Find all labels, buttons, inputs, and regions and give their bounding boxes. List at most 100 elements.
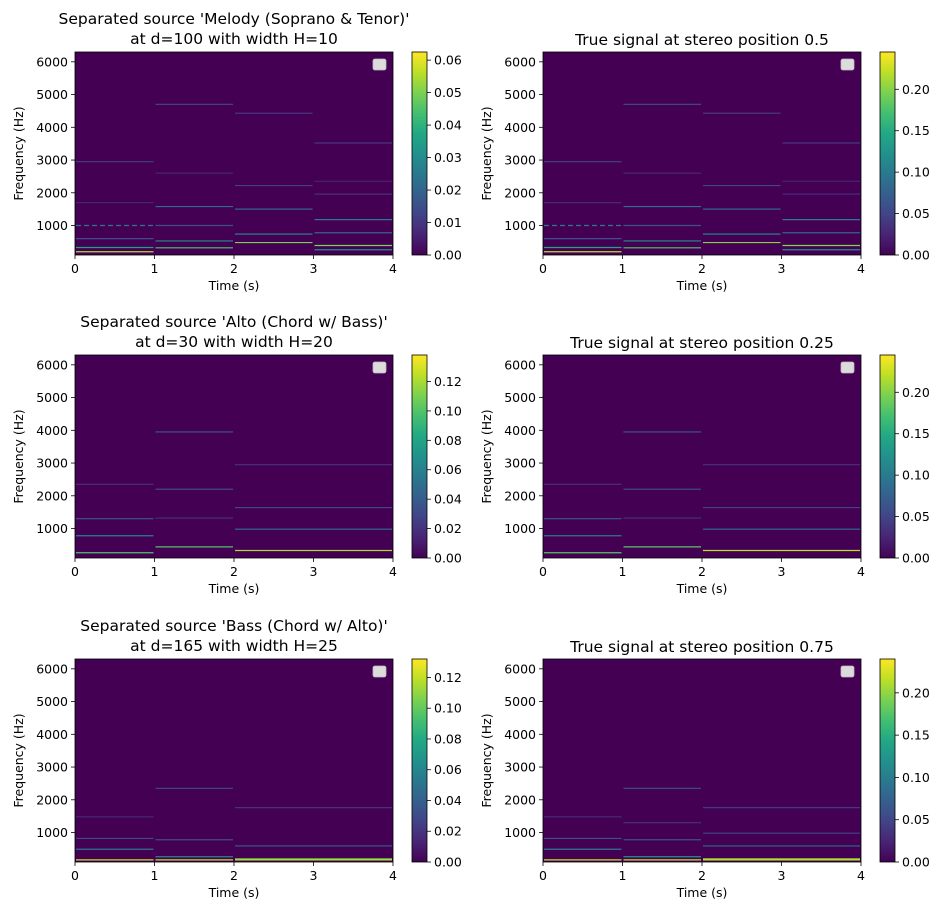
colorbar-tick-label: 0.08: [434, 433, 462, 448]
y-tick-label: 5000: [36, 694, 68, 709]
x-tick-label: 0: [539, 261, 547, 276]
subplot-3: 0 1 2 3 4 1000 2000 3000 4000 5000 6000 Time (s) Fre…: [11, 313, 462, 596]
y-tick-label: 4000: [36, 727, 68, 742]
colorbar: [880, 52, 895, 255]
y-tick-label: 3000: [36, 153, 68, 168]
y-axis-label: Frequency (Hz): [11, 106, 26, 200]
y-tick-label: 6000: [504, 54, 536, 69]
y-tick-label: 2000: [504, 792, 536, 807]
x-tick-label: 4: [857, 261, 865, 276]
y-axis-label: Frequency (Hz): [479, 713, 494, 807]
y-tick-label: 2000: [504, 488, 536, 503]
colorbar-tick-label: 0.10: [902, 770, 930, 785]
colorbar-tick-label: 0.06: [434, 762, 462, 777]
colorbar: [880, 659, 895, 862]
y-tick-label: 6000: [504, 661, 536, 676]
spectrogram-background: [543, 659, 861, 862]
x-tick-label: 0: [539, 868, 547, 883]
legend-box: [840, 58, 855, 71]
y-tick-label: 1000: [504, 218, 536, 233]
x-tick-label: 1: [151, 261, 159, 276]
y-tick-label: 1000: [36, 521, 68, 536]
y-tick-label: 5000: [36, 390, 68, 405]
x-tick-label: 3: [778, 868, 786, 883]
colorbar-tick-label: 0.08: [434, 731, 462, 746]
y-axis-label: Frequency (Hz): [479, 409, 494, 503]
colorbar-frame: [411, 354, 428, 559]
subplot-5: 0 1 2 3 4 1000 2000 3000 4000 5000 6000 Time (s) Fre…: [11, 617, 462, 900]
colorbar-tick-label: 0.05: [434, 85, 462, 100]
colorbar-tick-label: 0.10: [434, 701, 462, 716]
x-tick-label: 1: [619, 564, 627, 579]
colorbar-tick-label: 0.20: [902, 385, 930, 400]
y-tick-label: 3000: [504, 456, 536, 471]
x-tick-label: 1: [619, 868, 627, 883]
colorbar-tick-label: 0.10: [902, 165, 930, 180]
spectrogram-background: [75, 52, 393, 255]
y-tick-label: 2000: [36, 488, 68, 503]
colorbar-frame: [411, 51, 428, 256]
subplot-title: True signal at stereo position 0.75: [569, 638, 834, 656]
colorbar-tick-label: 0.05: [902, 206, 930, 221]
x-axis-label: Time (s): [208, 278, 260, 293]
legend-box: [840, 665, 855, 678]
x-tick-label: 2: [230, 868, 238, 883]
x-tick-label: 4: [857, 868, 865, 883]
colorbar-tick-label: 0.12: [434, 670, 462, 685]
x-axis-label: Time (s): [676, 278, 728, 293]
y-tick-label: 3000: [36, 456, 68, 471]
subplot-2: 0 1 2 3 4 1000 2000 3000 4000 5000 6000 Time (s) Fre…: [479, 31, 930, 293]
colorbar-tick-label: 0.04: [434, 793, 462, 808]
colorbar-tick-label: 0.03: [434, 150, 462, 165]
legend-box: [372, 361, 387, 374]
legend-box: [372, 58, 387, 71]
y-tick-label: 2000: [504, 185, 536, 200]
y-tick-label: 4000: [504, 727, 536, 742]
colorbar-tick-label: 0.00: [902, 855, 930, 870]
subplot-title: Separated source 'Alto (Chord w/ Bass)': [80, 313, 387, 331]
y-tick-label: 6000: [36, 54, 68, 69]
spectrogram-background: [543, 355, 861, 558]
subplot-4: 0 1 2 3 4 1000 2000 3000 4000 5000 6000 Time (s) Fre…: [479, 334, 930, 596]
colorbar-tick-label: 0.12: [434, 374, 462, 389]
colorbar-frame: [879, 658, 896, 863]
colorbar-tick-label: 0.02: [434, 521, 462, 536]
colorbar-tick-label: 0.20: [902, 82, 930, 97]
y-tick-label: 1000: [504, 521, 536, 536]
colorbar-tick-label: 0.01: [434, 215, 462, 230]
x-axis-label: Time (s): [676, 581, 728, 596]
subplot-title: True signal at stereo position 0.5: [574, 31, 829, 49]
y-tick-label: 4000: [504, 423, 536, 438]
y-tick-label: 2000: [36, 185, 68, 200]
y-tick-label: 5000: [504, 694, 536, 709]
colorbar-tick-label: 0.00: [434, 855, 462, 870]
x-tick-label: 0: [539, 564, 547, 579]
y-tick-label: 4000: [36, 423, 68, 438]
colorbar-tick-label: 0.02: [434, 824, 462, 839]
x-tick-label: 0: [71, 261, 79, 276]
y-axis-label: Frequency (Hz): [479, 106, 494, 200]
y-tick-label: 4000: [36, 120, 68, 135]
x-tick-label: 2: [698, 261, 706, 276]
x-tick-label: 1: [151, 868, 159, 883]
colorbar: [412, 659, 427, 862]
colorbar-tick-label: 0.04: [434, 492, 462, 507]
colorbar-tick-label: 0.10: [434, 403, 462, 418]
colorbar-frame: [879, 51, 896, 256]
colorbar-tick-label: 0.10: [902, 468, 930, 483]
subplot-title: at d=30 with width H=20: [135, 333, 333, 351]
y-tick-label: 1000: [36, 825, 68, 840]
x-axis-label: Time (s): [676, 885, 728, 900]
colorbar-tick-label: 0.00: [902, 551, 930, 566]
x-tick-label: 2: [230, 261, 238, 276]
colorbar-tick-label: 0.15: [902, 426, 930, 441]
spectrogram-background: [75, 659, 393, 862]
colorbar-tick-label: 0.05: [902, 509, 930, 524]
subplot-title: at d=165 with width H=25: [130, 637, 338, 655]
y-tick-label: 3000: [504, 760, 536, 775]
x-axis-label: Time (s): [208, 885, 260, 900]
x-tick-label: 4: [857, 564, 865, 579]
spectrogram-background: [543, 52, 861, 255]
legend-box: [840, 361, 855, 374]
y-tick-label: 3000: [504, 153, 536, 168]
